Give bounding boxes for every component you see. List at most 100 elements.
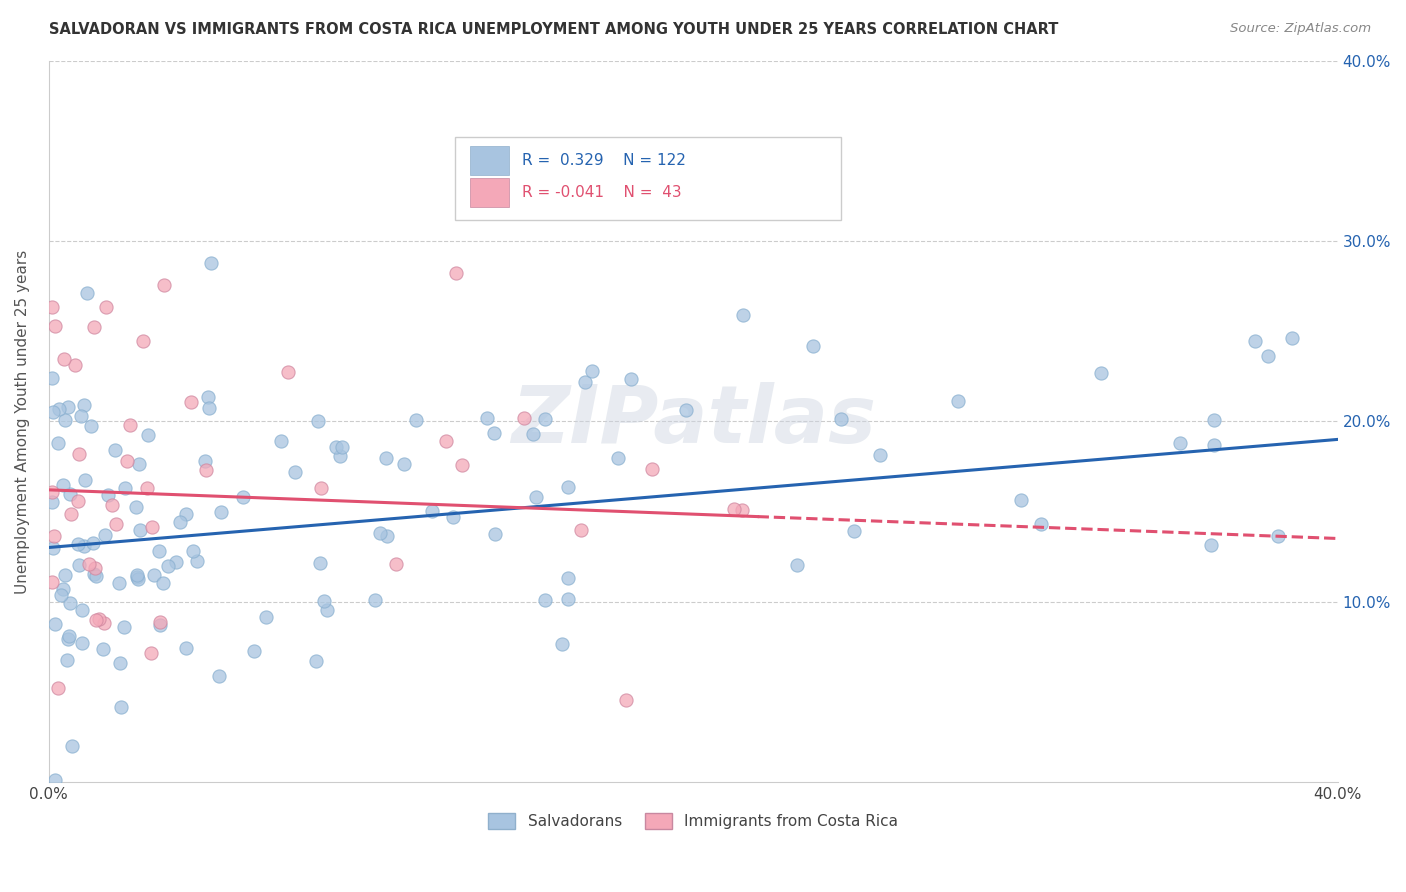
Text: R =  0.329    N = 122: R = 0.329 N = 122 (522, 153, 686, 168)
Point (125, 568, 148, 582)
Point (484, 526, 506, 541)
Point (385, 557, 408, 571)
Point (82, 536, 104, 550)
Point (46, 681, 69, 695)
Point (330, 440, 353, 454)
Point (51, 588, 73, 602)
Point (315, 603, 337, 617)
Point (475, 410, 498, 425)
Point (148, 543, 170, 558)
Point (522, 427, 544, 442)
Point (58, 400, 80, 414)
Point (42, 541, 65, 555)
Point (641, 462, 664, 476)
Bar (470, 146, 509, 175)
Point (97, 488, 120, 502)
Point (557, 571, 579, 585)
Point (142, 568, 165, 582)
Point (93, 642, 115, 657)
Point (803, 339, 825, 353)
Point (44, 319, 66, 334)
Point (1257, 349, 1279, 363)
Point (1281, 331, 1303, 345)
Point (581, 364, 603, 378)
Point (44, 529, 66, 543)
Point (115, 454, 138, 468)
Point (195, 463, 218, 477)
Y-axis label: Unemployment Among Youth under 25 years: Unemployment Among Youth under 25 years (15, 249, 30, 593)
Point (614, 692, 637, 706)
Point (312, 594, 335, 608)
Point (59, 596, 82, 610)
Point (86, 614, 108, 628)
Point (533, 593, 555, 607)
Point (41, 371, 63, 385)
Point (243, 644, 266, 658)
Point (67, 447, 90, 461)
Point (83, 561, 105, 575)
Point (100, 498, 122, 512)
Point (60, 739, 83, 753)
Point (513, 410, 536, 425)
Point (53, 568, 76, 582)
Point (482, 426, 505, 441)
Point (200, 256, 222, 270)
Point (524, 491, 547, 505)
Point (156, 559, 179, 574)
Point (41, 484, 63, 499)
Point (94, 528, 117, 542)
Point (139, 647, 162, 661)
Point (129, 523, 152, 537)
Point (1202, 412, 1225, 426)
Point (197, 390, 219, 404)
Point (165, 555, 187, 569)
Point (392, 458, 415, 472)
Point (58, 630, 80, 644)
Point (44, 772, 66, 787)
Text: ZIPatlas: ZIPatlas (510, 383, 876, 460)
Point (551, 637, 574, 651)
Point (132, 334, 155, 348)
Point (138, 428, 160, 442)
Point (363, 592, 385, 607)
Point (127, 572, 149, 586)
Point (1090, 366, 1112, 380)
Point (66, 537, 89, 551)
Point (67, 558, 90, 573)
Point (450, 458, 472, 473)
Point (198, 401, 221, 416)
Point (149, 618, 172, 632)
Point (108, 656, 131, 670)
Point (73, 540, 96, 554)
Point (232, 490, 254, 504)
Point (112, 620, 135, 634)
Point (311, 481, 333, 495)
Point (52, 582, 75, 596)
Point (723, 501, 745, 516)
Point (53, 413, 76, 427)
Point (209, 505, 232, 519)
Point (869, 448, 891, 462)
Point (1243, 334, 1265, 348)
Point (186, 554, 208, 568)
Point (256, 610, 278, 624)
Point (73, 398, 96, 412)
Point (174, 640, 197, 655)
Point (786, 558, 808, 572)
Point (534, 412, 557, 426)
Point (181, 544, 204, 558)
Point (86, 568, 108, 582)
Point (1267, 529, 1289, 543)
FancyBboxPatch shape (454, 136, 841, 219)
Point (325, 440, 347, 454)
Point (52, 478, 75, 492)
Point (152, 575, 174, 590)
Point (149, 615, 172, 630)
Point (42, 405, 65, 419)
Point (89, 611, 111, 625)
Point (96, 300, 118, 314)
Point (77, 557, 100, 571)
Point (842, 524, 865, 538)
Point (65, 359, 87, 373)
Point (141, 520, 163, 534)
